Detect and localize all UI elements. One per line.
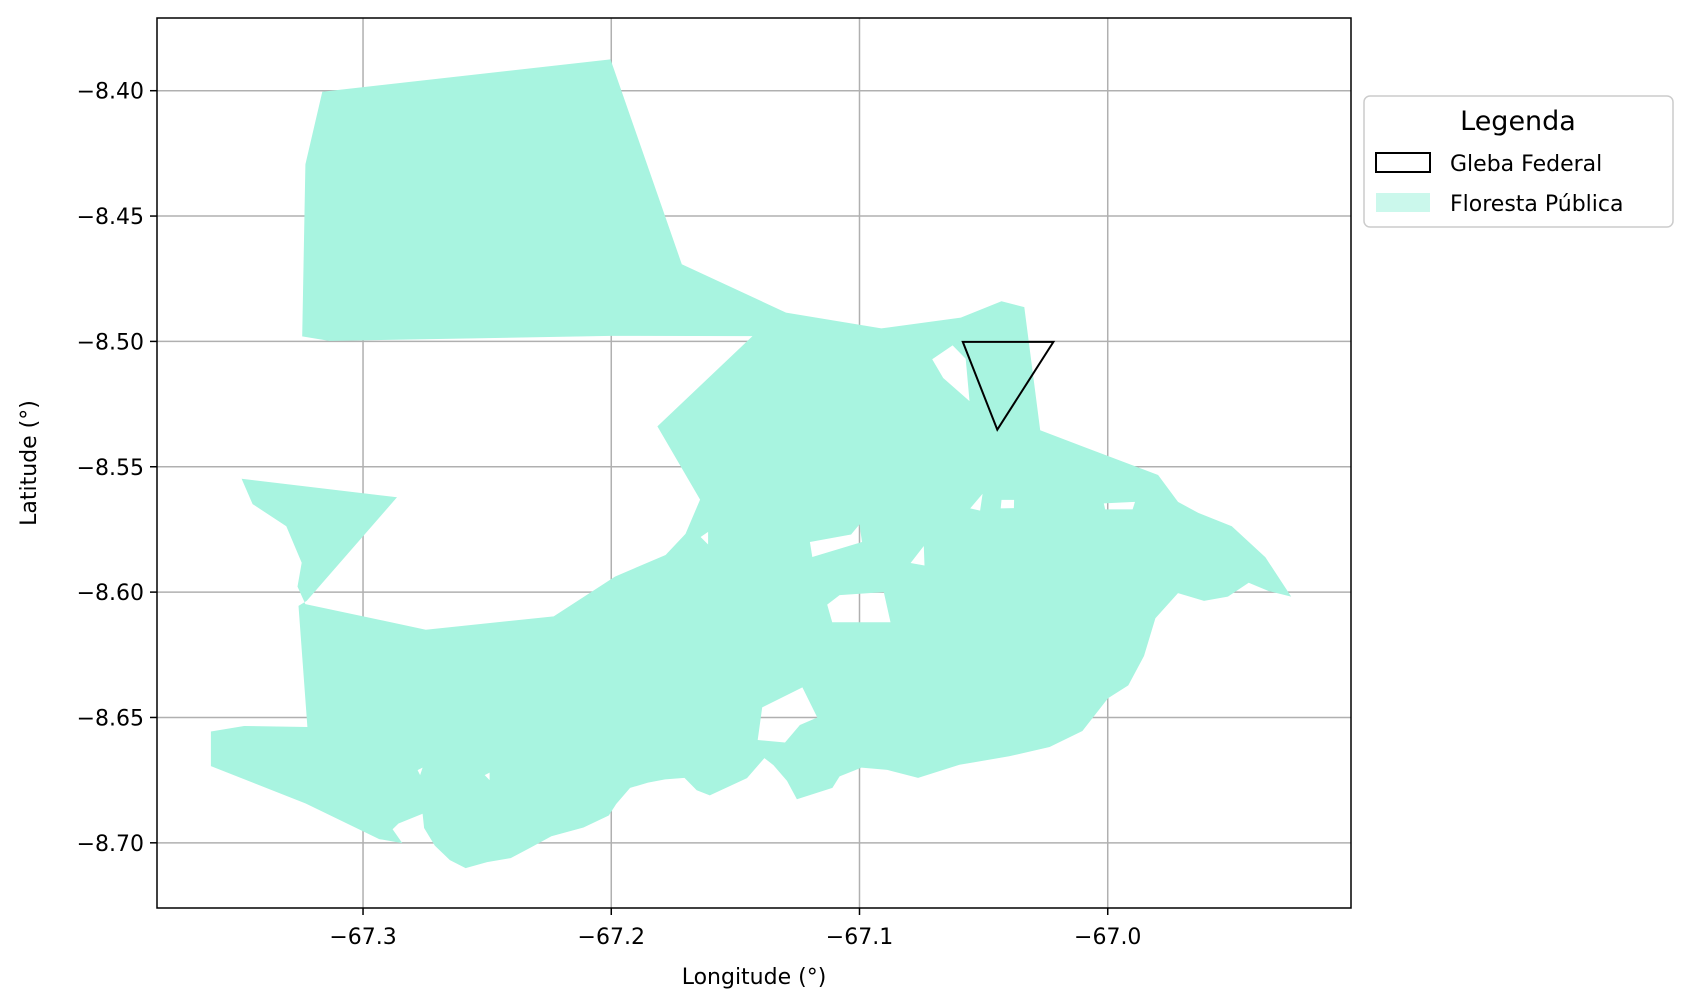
legend-label-gleba-federal: Gleba Federal xyxy=(1450,152,1602,177)
legend-title: Legenda xyxy=(1460,106,1576,137)
x-tick-label: −67.0 xyxy=(1074,925,1141,950)
y-tick-label: −8.45 xyxy=(77,205,144,230)
x-tick-label: −67.3 xyxy=(329,925,396,950)
x-axis-title: Longitude (°) xyxy=(682,965,827,990)
y-tick-label: −8.70 xyxy=(77,832,144,857)
x-tick-label: −67.2 xyxy=(578,925,645,950)
y-tick-label: −8.40 xyxy=(77,80,144,105)
y-tick-label: −8.55 xyxy=(77,456,144,481)
x-tick-label: −67.1 xyxy=(826,925,893,950)
legend-swatch-floresta-publica xyxy=(1376,193,1430,212)
y-axis-title: Latitude (°) xyxy=(17,400,42,526)
legend: Legenda Gleba Federal Floresta Pública xyxy=(1364,96,1673,227)
y-tick-label: −8.60 xyxy=(77,581,144,606)
legend-label-floresta-publica: Floresta Pública xyxy=(1450,192,1623,217)
y-tick-label: −8.50 xyxy=(77,330,144,355)
y-tick-label: −8.65 xyxy=(77,706,144,731)
